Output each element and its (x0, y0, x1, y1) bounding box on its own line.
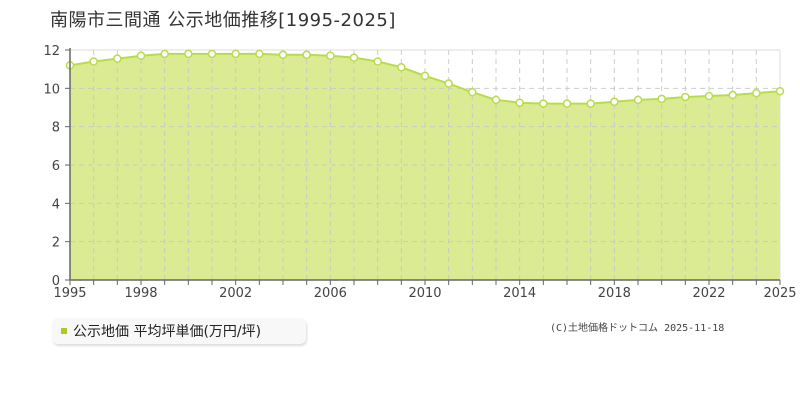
data-point-marker[interactable] (775, 86, 785, 96)
data-point-marker[interactable] (468, 87, 477, 97)
x-tick-label: 2018 (598, 286, 631, 301)
data-markers (65, 49, 785, 108)
data-point-marker[interactable] (373, 57, 382, 66)
legend-label: 公示地価 平均坪単価(万円/坪) (73, 324, 262, 340)
copyright-text: (C)土地価格ドットコム 2025-11-18 (550, 323, 725, 334)
data-point-marker[interactable] (420, 71, 430, 81)
data-point-marker[interactable] (728, 90, 737, 100)
y-tick-label: 12 (43, 44, 60, 59)
area-chart: 0 2 4 6 8 10 12 1995 1998 2002 2006 2010 2014 2018 20… (43, 44, 797, 301)
y-tick-label: 4 (52, 197, 60, 212)
x-tick-label: 2022 (692, 286, 725, 301)
data-point-marker[interactable] (278, 50, 288, 60)
x-tick-label: 2025 (763, 286, 796, 301)
data-point-marker[interactable] (704, 91, 714, 101)
data-point-marker[interactable] (207, 49, 217, 59)
legend[interactable]: 公示地価 平均坪単価(万円/坪) (52, 318, 306, 344)
gridlines (70, 49, 781, 280)
data-point-marker[interactable] (657, 94, 666, 104)
data-point-marker[interactable] (752, 88, 761, 98)
data-point-marker[interactable] (89, 57, 98, 66)
data-point-marker[interactable] (562, 99, 572, 108)
x-axis-ticks: 1995 1998 2002 2006 2010 2014 2018 2022 2025 (53, 280, 797, 301)
y-axis-ticks: 0 2 4 6 8 10 12 (43, 44, 70, 289)
x-tick-label: 2014 (503, 286, 536, 301)
y-tick-label: 10 (43, 82, 60, 97)
data-point-marker[interactable] (136, 51, 146, 60)
y-tick-label: 8 (52, 121, 60, 136)
y-tick-label: 0 (52, 274, 60, 289)
x-tick-label: 2002 (219, 286, 252, 301)
y-tick-label: 6 (52, 159, 60, 174)
x-tick-label: 1995 (53, 286, 86, 301)
data-point-marker[interactable] (610, 97, 619, 106)
y-tick-label: 2 (52, 236, 60, 251)
data-point-marker[interactable] (444, 79, 453, 88)
x-tick-label: 2006 (314, 286, 347, 301)
data-point-marker[interactable] (231, 49, 240, 59)
data-point-marker[interactable] (160, 49, 169, 59)
data-point-marker[interactable] (302, 50, 311, 60)
data-point-marker[interactable] (255, 49, 264, 59)
data-point-marker[interactable] (397, 63, 406, 72)
data-point-marker[interactable] (633, 95, 643, 105)
data-point-marker[interactable] (681, 92, 690, 102)
legend-swatch-icon (61, 328, 67, 334)
x-tick-label: 1998 (124, 286, 157, 301)
area-fill (70, 53, 780, 281)
x-tick-label: 2010 (408, 286, 441, 301)
data-point-marker[interactable] (539, 99, 548, 108)
data-point-marker[interactable] (349, 53, 359, 62)
chart-title: 南陽市三間通 公示地価推移[1995-2025] (50, 10, 396, 31)
data-point-marker[interactable] (184, 49, 193, 59)
data-point-marker[interactable] (491, 95, 501, 105)
data-point-marker[interactable] (113, 54, 122, 63)
data-point-marker[interactable] (586, 99, 595, 108)
data-point-marker[interactable] (515, 98, 524, 107)
data-point-marker[interactable] (326, 51, 335, 60)
